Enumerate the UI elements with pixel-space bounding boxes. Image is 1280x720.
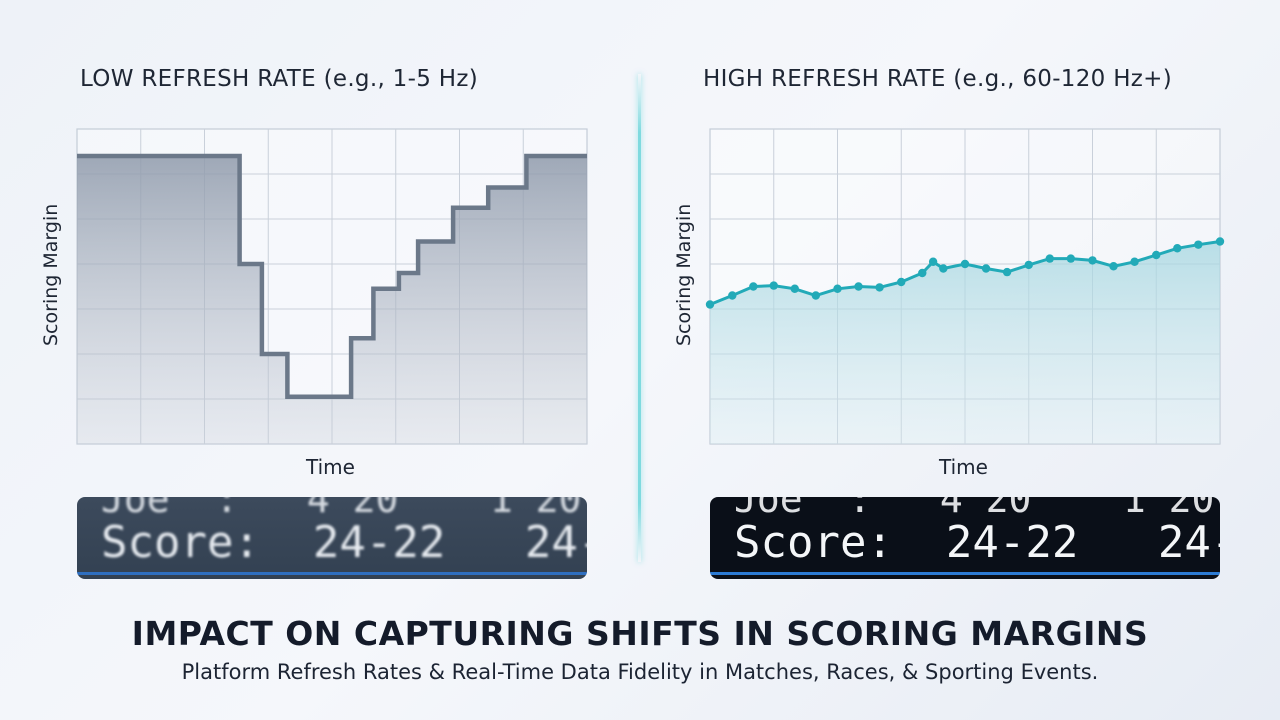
data-point [960,259,970,269]
data-point [811,291,821,300]
data-point [728,291,737,300]
footer-title: IMPACT ON CAPTURING SHIFTS IN SCORING MA… [131,614,1149,653]
data-point [769,281,778,290]
right-y-axis-label: Scoring Margin [673,203,695,346]
scoreboard-stripe [77,572,587,575]
scoreboard-top-line: Joe : 4 20 1 20 [734,497,1215,521]
scoreboard-top-line: Joe : 4 20 1 20 [101,497,582,521]
footer-subtitle: Platform Refresh Rates & Real-Time Data … [181,660,1099,684]
data-point [928,257,938,266]
data-point [1024,260,1033,270]
low-refresh-chart [76,128,588,445]
data-point [749,282,758,291]
data-point [833,284,842,293]
scoreboard-score-line: Score: 24-22 24-23 [101,517,587,568]
low-refresh-scoreboard: Joe : 4 20 1 20 Score: 24-22 24-23 [77,497,587,579]
panel-divider [638,74,641,562]
data-point [939,264,948,273]
data-point [981,264,991,273]
data-point [790,284,799,293]
scoreboard-stripe [710,572,1220,575]
data-point [1173,244,1182,253]
data-point [918,268,927,278]
high-refresh-chart [705,128,1225,445]
data-point [1066,254,1076,263]
series-line [77,153,587,400]
data-point [854,282,863,291]
data-point [1194,240,1203,249]
data-point [897,277,906,287]
high-refresh-scoreboard: Joe : 4 20 1 20 Score: 24-22 24-23 [710,497,1220,579]
data-point [1215,237,1225,246]
right-chart-title: HIGH REFRESH RATE (e.g., 60-120 Hz+) [703,66,1173,92]
data-point [1130,257,1139,266]
scoreboard-score-line: Score: 24-22 24-23 [734,517,1220,568]
data-point [1045,254,1054,263]
left-chart-title: LOW REFRESH RATE (e.g., 1-5 Hz) [80,66,478,92]
data-point [1088,256,1097,265]
left-y-axis-label: Scoring Margin [40,203,62,346]
right-x-axis-label: Time [939,455,988,479]
series-area [77,156,587,444]
data-point [1002,267,1012,277]
data-point [1152,250,1161,260]
data-point [705,300,715,309]
data-point [875,283,884,292]
left-x-axis-label: Time [306,455,355,479]
data-point [1109,262,1118,271]
